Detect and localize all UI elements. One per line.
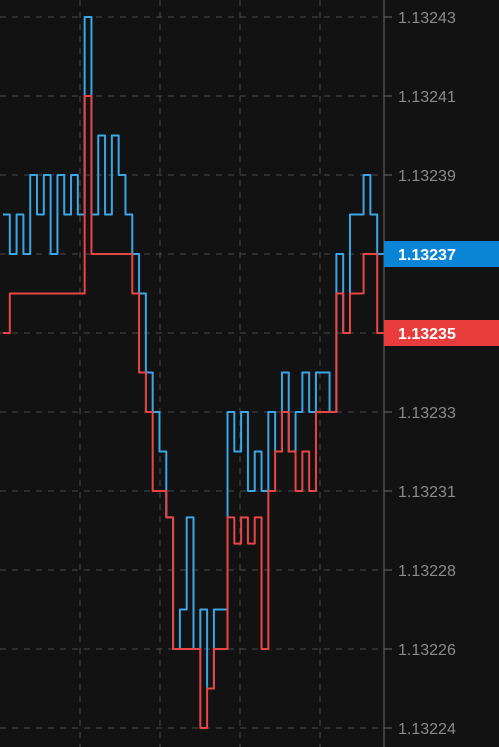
price-tick-label: 1.13226 [398,642,456,659]
price-tick-label: 1.13239 [398,168,456,185]
grid [0,0,384,747]
series-layer [3,16,384,729]
ask-price-line [3,16,384,690]
price-tick-label: 1.13231 [398,484,456,501]
price-tick-label: 1.13233 [398,405,456,422]
bid-price-badge-label: 1.13235 [398,326,456,343]
bid-price-badge [384,320,499,346]
price-axis[interactable]: 1.13243 1.13241 1.13239 1.13237 1.13235 1.132… [384,10,456,738]
price-tick-label: 1.13228 [398,563,456,580]
price-tick-label: 1.13241 [398,89,456,106]
price-tick-label: 1.13224 [398,721,456,738]
ask-price-badge-label: 1.13237 [398,247,456,264]
current-price-badges: 1.13237 1.13235 [384,241,499,346]
ask-price-badge [384,241,499,267]
bid-price-line [3,95,384,729]
price-tick-label: 1.13243 [398,10,456,27]
